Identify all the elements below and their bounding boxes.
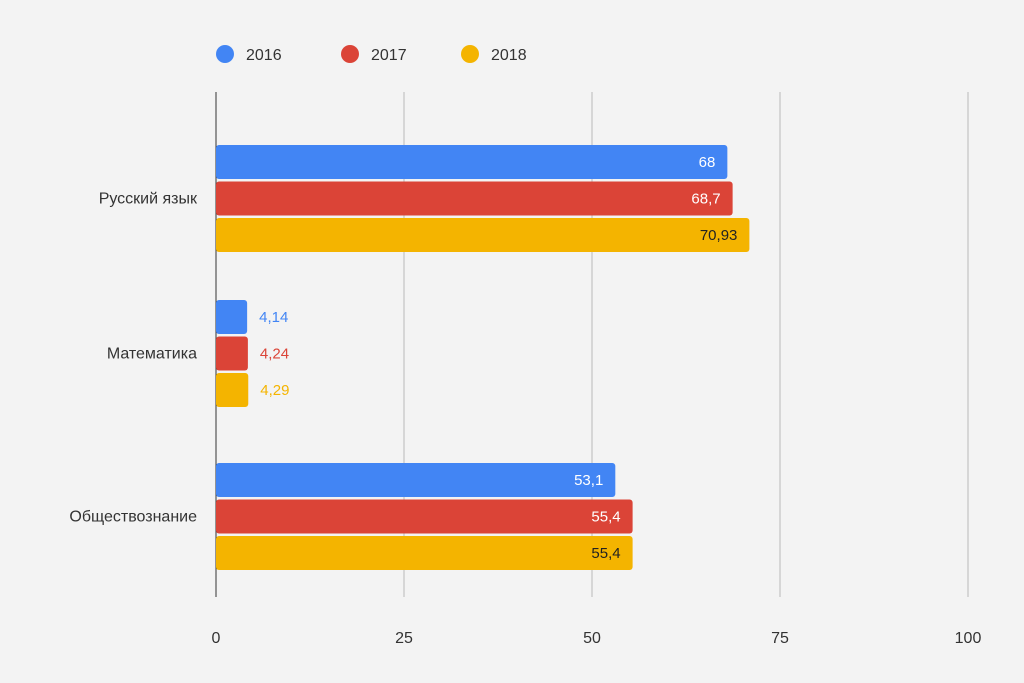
legend-label: 2018 [491,47,527,64]
x-tick-label: 100 [955,630,982,647]
legend-swatch-2017 [341,45,359,63]
x-axis: 0 25 50 75 100 [212,630,982,647]
data-label: 55,4 [591,509,620,526]
bar-2016 [216,463,616,497]
data-label: 4,24 [260,346,289,363]
data-label: 68 [699,154,716,171]
x-tick-label: 25 [395,630,413,647]
legend-swatch-2018 [461,45,479,63]
data-label: 70,93 [700,227,738,244]
legend-label: 2016 [246,47,282,64]
data-label: 4,14 [259,309,288,326]
bar-2018 [216,536,633,570]
bar-2016 [216,145,728,179]
bar-2018 [216,373,249,407]
data-label: 68,7 [691,191,720,208]
bar-2017 [216,499,633,534]
bar-2017 [216,336,248,371]
category-labels: Русский язык Математика Обществознание [69,191,198,526]
bar-2016 [216,300,248,334]
category-label: Русский язык [99,191,198,208]
bar-2018 [216,218,750,252]
x-tick-label: 0 [212,630,221,647]
legend-swatch-2016 [216,45,234,63]
data-label: 53,1 [574,472,603,489]
data-label: 4,29 [260,382,289,399]
bar-2017 [216,181,733,216]
data-label: 55,4 [591,545,620,562]
x-tick-label: 75 [771,630,789,647]
legend-label: 2017 [371,47,407,64]
legend: 2016 2017 2018 [216,45,527,64]
category-label: Обществознание [69,509,197,526]
category-label: Математика [107,346,197,363]
x-tick-label: 50 [583,630,601,647]
bars: 68 68,7 70,93 4,14 4,24 4,29 53,1 55,4 55,4 [216,145,750,570]
